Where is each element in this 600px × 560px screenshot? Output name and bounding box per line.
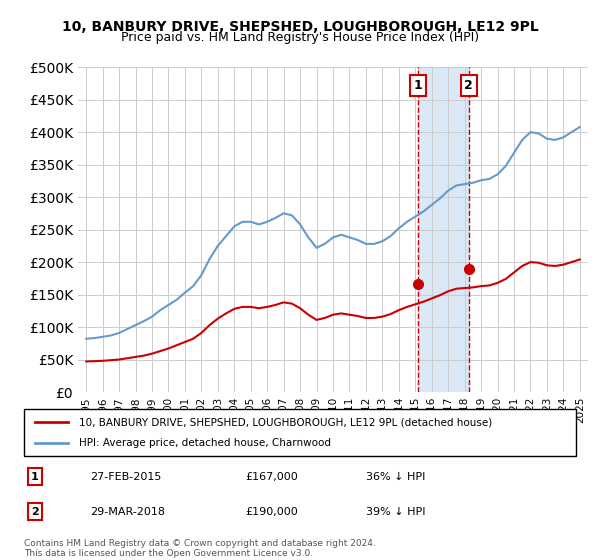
Text: HPI: Average price, detached house, Charnwood: HPI: Average price, detached house, Char… [79,438,331,448]
Text: 39% ↓ HPI: 39% ↓ HPI [366,507,426,517]
Text: 10, BANBURY DRIVE, SHEPSHED, LOUGHBOROUGH, LE12 9PL: 10, BANBURY DRIVE, SHEPSHED, LOUGHBOROUG… [62,20,538,34]
Text: £190,000: £190,000 [245,507,298,517]
Bar [418,67,469,392]
Text: 27-FEB-2015: 27-FEB-2015 [90,472,161,482]
Text: 36% ↓ HPI: 36% ↓ HPI [366,472,425,482]
Text: £167,000: £167,000 [245,472,298,482]
Text: 1: 1 [31,472,39,482]
Text: 10, BANBURY DRIVE, SHEPSHED, LOUGHBOROUGH, LE12 9PL (detached house): 10, BANBURY DRIVE, SHEPSHED, LOUGHBOROUG… [79,417,493,427]
Text: Price paid vs. HM Land Registry's House Price Index (HPI): Price paid vs. HM Land Registry's House … [121,31,479,44]
Text: Contains HM Land Registry data © Crown copyright and database right 2024.
This d: Contains HM Land Registry data © Crown c… [24,539,376,558]
Text: 2: 2 [31,507,39,517]
FancyBboxPatch shape [24,409,576,456]
Text: 1: 1 [413,79,422,92]
Text: 2: 2 [464,79,473,92]
Text: 29-MAR-2018: 29-MAR-2018 [90,507,165,517]
